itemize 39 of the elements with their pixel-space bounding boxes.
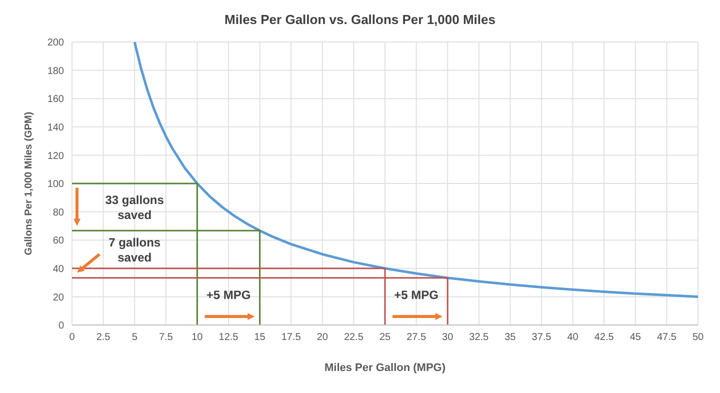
x-tick-label: 35 [504,332,516,344]
x-tick-label: 5 [132,332,138,344]
y-tick-label: 180 [47,66,64,77]
x-tick-label: 32.5 [469,332,490,344]
x-axis-title: Miles Per Gallon (MPG) [324,362,446,374]
x-tick-label: 37.5 [532,332,552,344]
y-tick-label: 200 [47,38,64,49]
x-tick-label: 20 [316,332,328,344]
x-tick-label: 40 [567,332,579,344]
x-tick-label: 0 [69,332,76,344]
x-tick-label: 25 [379,332,391,344]
chart-title: Miles Per Gallon vs. Gallons Per 1,000 Miles [224,12,496,27]
y-tick-label: 140 [47,122,64,134]
x-tick-label: 27.5 [406,332,426,344]
y-axis-title: Gallons Per 1,000 Miles (GPM) [24,112,35,256]
annotation: 33 gallons saved [105,193,164,222]
y-tick-label: 120 [47,150,64,162]
x-tick-label: 47.5 [656,332,677,344]
y-tick-label: 160 [47,94,64,106]
x-tick-label: 2.5 [96,332,111,344]
x-tick-label: 30 [442,332,454,344]
x-tick-label: 15 [254,332,266,344]
y-tick-label: 0 [58,320,64,332]
x-tick-label: 7.5 [158,332,174,344]
x-tick-label: 45 [630,332,642,344]
annotation: +5 MPG [206,288,251,302]
y-tick-label: 60 [52,236,64,247]
y-tick-label: 100 [47,179,64,190]
y-tick-label: 20 [52,292,64,304]
x-tick-label: 12.5 [218,332,239,344]
y-tick-label: 40 [52,264,64,275]
x-tick-label: 50 [692,332,704,344]
x-tick-label: 10 [192,332,204,344]
y-tick-label: 80 [52,207,64,218]
x-tick-label: 17.5 [281,332,302,344]
x-tick-label: 42.5 [594,332,614,344]
annotation: +5 MPG [394,288,438,302]
annotation: 7 gallons saved [108,236,161,265]
x-tick-label: 22.5 [344,332,364,344]
